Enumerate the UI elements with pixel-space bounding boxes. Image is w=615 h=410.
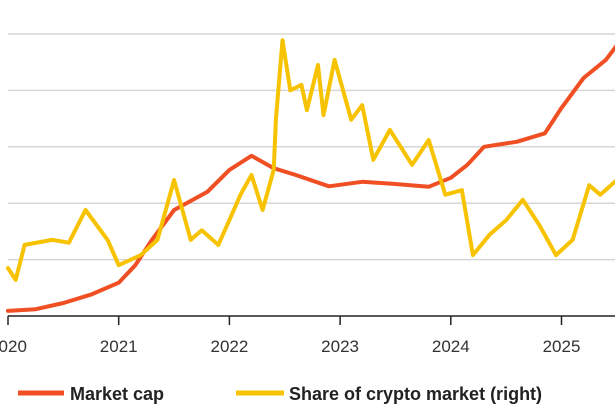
- series-line-share: [6, 38, 615, 282]
- gridlines: [8, 33, 615, 261]
- x-tick-label: 2024: [432, 337, 470, 356]
- legend: Market cap Share of crypto market (right…: [18, 384, 542, 404]
- x-tick-label: 2025: [543, 337, 581, 356]
- x-tick-label: 2022: [210, 337, 248, 356]
- legend-label-share: Share of crypto market (right): [289, 384, 542, 404]
- legend-label-market-cap: Market cap: [70, 384, 164, 404]
- series-lines: [6, 38, 615, 313]
- x-tick-label: 2021: [100, 337, 138, 356]
- series-line-market-cap: [6, 44, 615, 313]
- x-tick-label: 2023: [321, 337, 359, 356]
